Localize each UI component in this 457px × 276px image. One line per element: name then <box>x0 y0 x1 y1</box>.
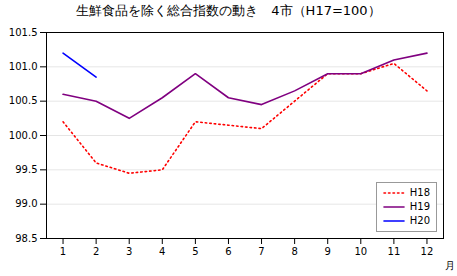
svg-text:100.0: 100.0 <box>9 130 38 141</box>
svg-text:4: 4 <box>159 246 165 257</box>
html-text:H20: H20 <box>409 215 430 226</box>
svg-text:3: 3 <box>126 246 132 257</box>
svg-text:101.5: 101.5 <box>9 27 38 38</box>
html-text:H18: H18 <box>409 187 430 198</box>
html-text:H19: H19 <box>409 201 430 212</box>
svg-text:99.0: 99.0 <box>15 198 37 209</box>
html-text:生鮮食品を除く総合指数の動き 4市（H17=100）: 生鮮食品を除く総合指数の動き 4市（H17=100） <box>76 3 381 18</box>
svg-text:8: 8 <box>291 246 297 257</box>
svg-text:10: 10 <box>354 246 367 257</box>
svg-text:98.5: 98.5 <box>15 233 37 244</box>
svg-text:5: 5 <box>192 246 198 257</box>
svg-text:99.5: 99.5 <box>15 164 37 175</box>
svg-text:2: 2 <box>93 246 99 257</box>
svg-text:9: 9 <box>325 246 331 257</box>
svg-text:12: 12 <box>421 246 434 257</box>
svg-text:6: 6 <box>225 246 231 257</box>
svg-text:101.0: 101.0 <box>9 61 38 72</box>
svg-text:100.5: 100.5 <box>9 95 38 106</box>
svg-text:月: 月 <box>445 260 455 271</box>
svg-text:11: 11 <box>388 246 401 257</box>
svg-text:7: 7 <box>258 246 264 257</box>
svg-text:1: 1 <box>60 246 66 257</box>
